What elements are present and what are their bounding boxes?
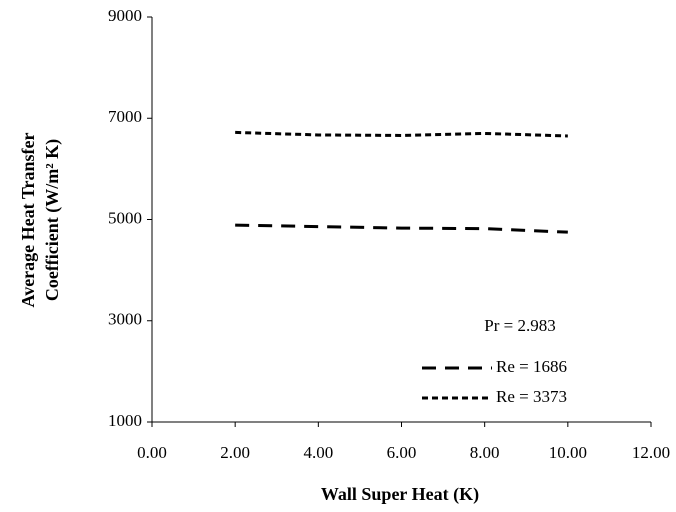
y-tick-label: 7000 [108,107,142,126]
x-tick-label: 6.00 [387,443,417,462]
x-tick-label: 12.00 [632,443,670,462]
legend-label: Re = 3373 [496,387,567,406]
y-tick-label: 1000 [108,411,142,430]
y-tick-label: 3000 [108,310,142,329]
line [235,223,568,234]
y-axis-label: Coefficient (W/m² K) [42,139,63,301]
line [235,130,568,138]
x-tick-label: 4.00 [303,443,333,462]
y-tick-label: 9000 [108,6,142,25]
annotation: Pr = 2.983 [484,316,555,335]
x-tick-label: 2.00 [220,443,250,462]
x-tick-label: 0.00 [137,443,167,462]
x-tick-label: 10.00 [549,443,587,462]
x-axis-label: Wall Super Heat (K) [321,484,479,505]
legend-label: Re = 1686 [496,357,567,376]
y-axis-label: Average Heat Transfer [18,133,38,308]
y-tick-label: 5000 [108,208,142,227]
x-tick-label: 8.00 [470,443,500,462]
